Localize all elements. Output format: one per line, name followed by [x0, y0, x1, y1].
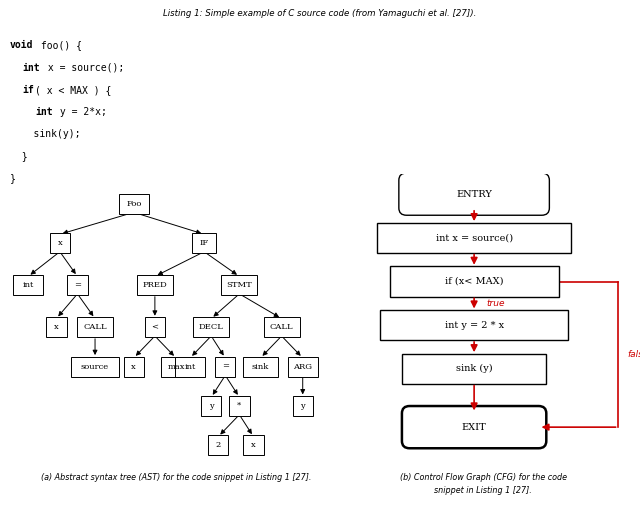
Text: =: = [74, 281, 81, 289]
Text: CALL: CALL [83, 323, 107, 331]
Text: source: source [81, 363, 109, 370]
Text: sink (y): sink (y) [456, 364, 492, 374]
Text: STMT: STMT [227, 281, 252, 289]
Text: int: int [22, 281, 34, 289]
FancyBboxPatch shape [50, 233, 70, 253]
Text: max: max [167, 363, 185, 370]
Text: snippet in Listing 1 [27].: snippet in Listing 1 [27]. [435, 486, 532, 496]
Text: int: int [184, 363, 196, 370]
Text: int x = source(): int x = source() [436, 234, 513, 242]
Text: ( x < MAX ) {: ( x < MAX ) { [35, 85, 111, 95]
FancyBboxPatch shape [287, 357, 318, 377]
FancyBboxPatch shape [77, 317, 113, 337]
FancyBboxPatch shape [292, 396, 313, 416]
FancyBboxPatch shape [390, 266, 559, 297]
Text: Foo: Foo [126, 200, 141, 207]
FancyBboxPatch shape [215, 357, 236, 377]
Text: x: x [54, 323, 59, 331]
Text: PRED: PRED [143, 281, 167, 289]
Text: y: y [300, 402, 305, 410]
Text: if (x< MAX): if (x< MAX) [445, 277, 504, 286]
Text: ARG: ARG [293, 363, 312, 370]
Text: sink(y);: sink(y); [10, 129, 80, 139]
FancyBboxPatch shape [380, 310, 568, 340]
Text: y = 2*x;: y = 2*x; [54, 107, 108, 117]
FancyBboxPatch shape [13, 275, 44, 295]
Text: =: = [222, 363, 228, 370]
Text: x: x [58, 239, 62, 247]
Text: EXIT: EXIT [461, 423, 486, 432]
Text: y: y [209, 402, 214, 410]
Text: 2: 2 [216, 442, 221, 449]
FancyBboxPatch shape [192, 233, 216, 253]
FancyBboxPatch shape [161, 357, 191, 377]
FancyBboxPatch shape [193, 317, 229, 337]
Text: if: if [22, 85, 34, 95]
FancyBboxPatch shape [118, 194, 149, 214]
FancyBboxPatch shape [137, 275, 173, 295]
FancyBboxPatch shape [399, 173, 549, 215]
FancyBboxPatch shape [201, 396, 221, 416]
FancyBboxPatch shape [67, 275, 88, 295]
Text: (b) Control Flow Graph (CFG) for the code: (b) Control Flow Graph (CFG) for the cod… [400, 473, 566, 482]
Text: false: false [628, 350, 640, 359]
Text: CALL: CALL [270, 323, 293, 331]
FancyBboxPatch shape [145, 317, 165, 337]
Text: }: } [10, 173, 15, 183]
FancyBboxPatch shape [175, 357, 205, 377]
Text: IF: IF [200, 239, 209, 247]
Text: sink: sink [252, 363, 269, 370]
Text: }: } [10, 151, 28, 161]
FancyBboxPatch shape [208, 435, 228, 455]
Text: int: int [35, 107, 53, 117]
Text: x: x [251, 442, 256, 449]
FancyBboxPatch shape [221, 275, 257, 295]
FancyBboxPatch shape [124, 357, 144, 377]
Text: foo() {: foo() { [35, 40, 82, 51]
FancyBboxPatch shape [243, 357, 278, 377]
Text: x = source();: x = source(); [42, 62, 124, 73]
FancyBboxPatch shape [46, 317, 67, 337]
Text: <: < [152, 323, 158, 331]
Text: ENTRY: ENTRY [456, 190, 492, 199]
FancyBboxPatch shape [402, 354, 547, 384]
Text: true: true [486, 299, 505, 308]
Text: Listing 1: Simple example of C source code (from Yamaguchi et al. [27]).: Listing 1: Simple example of C source co… [163, 9, 477, 18]
Text: int y = 2 * x: int y = 2 * x [445, 321, 504, 330]
Text: int: int [22, 62, 40, 73]
Text: x: x [131, 363, 136, 370]
Text: *: * [237, 402, 241, 410]
FancyBboxPatch shape [72, 357, 118, 377]
Text: (a) Abstract syntax tree (AST) for the code snippet in Listing 1 [27].: (a) Abstract syntax tree (AST) for the c… [41, 473, 311, 482]
FancyBboxPatch shape [402, 406, 547, 448]
FancyBboxPatch shape [243, 435, 264, 455]
FancyBboxPatch shape [229, 396, 250, 416]
FancyBboxPatch shape [264, 317, 300, 337]
Text: DECL: DECL [199, 323, 223, 331]
FancyBboxPatch shape [378, 222, 571, 253]
Text: void: void [10, 40, 33, 51]
